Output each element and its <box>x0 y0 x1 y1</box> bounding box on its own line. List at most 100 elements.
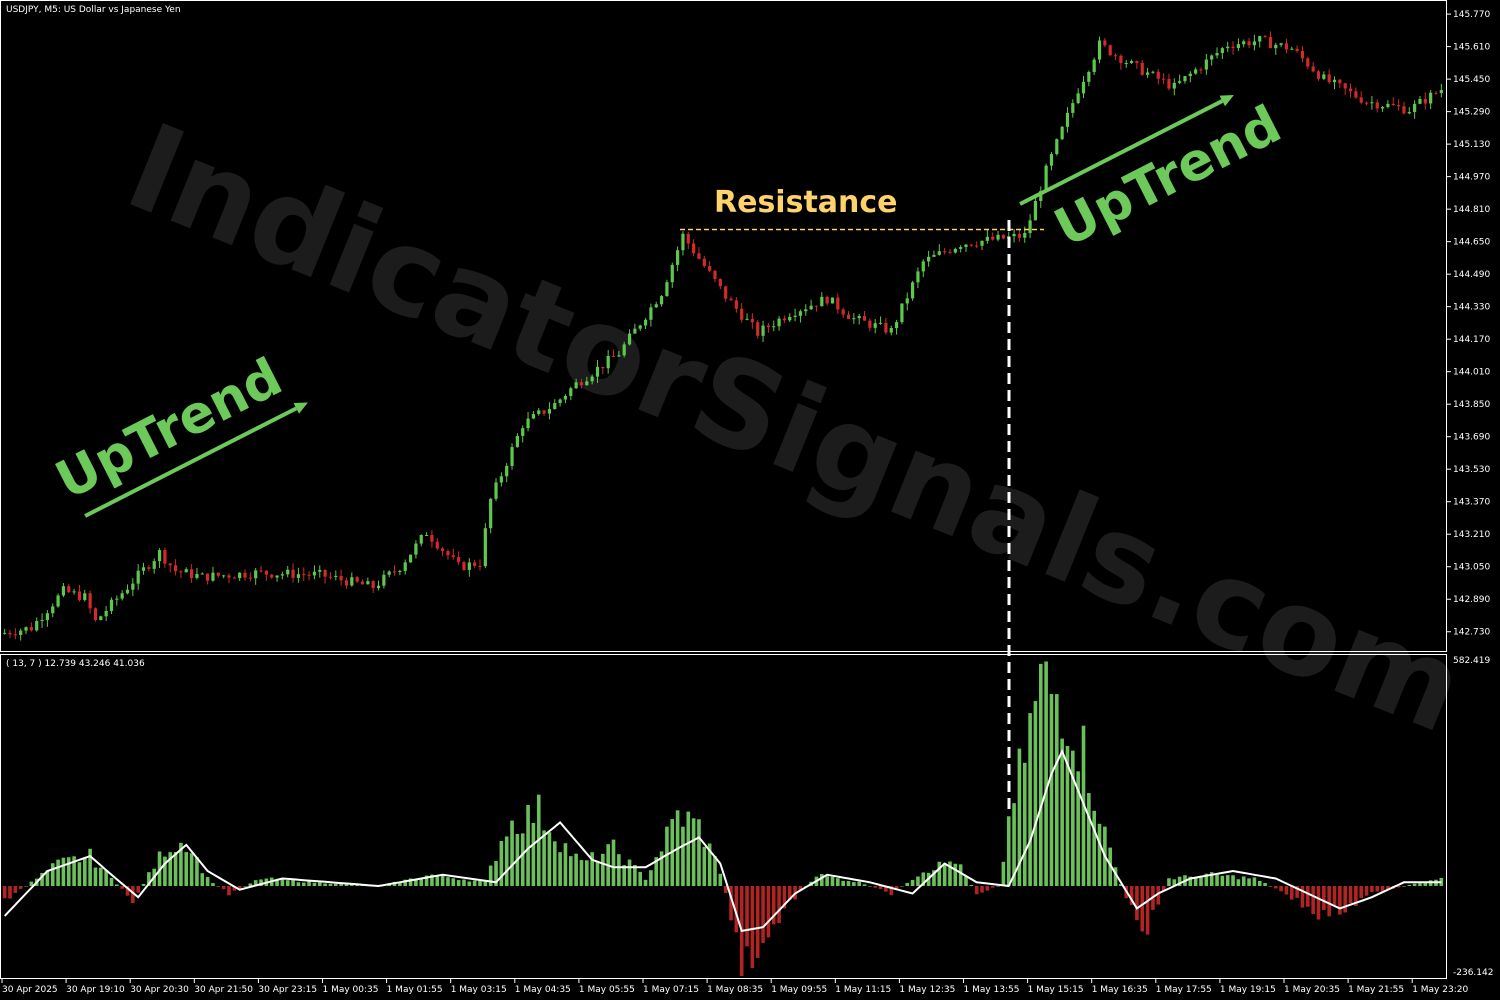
candle-body <box>344 580 349 586</box>
candle-body <box>841 309 845 315</box>
histogram-bar <box>510 820 514 886</box>
candle-body <box>750 318 754 323</box>
candle-body <box>724 286 728 299</box>
candle-body <box>1279 43 1283 45</box>
histogram-bar <box>504 836 509 886</box>
candle-body <box>574 382 578 389</box>
histogram-bar <box>905 882 910 886</box>
histogram-bar <box>884 886 888 892</box>
histogram-bar <box>1268 886 1273 887</box>
histogram-bar <box>846 881 851 886</box>
candle-body <box>254 570 258 579</box>
candle-body <box>985 236 989 241</box>
histogram-bar <box>18 886 23 889</box>
price-tick-label: 144.810 <box>1453 205 1490 215</box>
candle-body <box>1343 83 1347 89</box>
histogram-bar <box>61 857 66 886</box>
candle-body <box>227 575 231 578</box>
candle-body <box>633 328 637 334</box>
candle-body <box>131 583 135 590</box>
candle-body <box>318 569 322 572</box>
histogram-bar <box>88 848 92 886</box>
candle-body <box>553 403 557 410</box>
histogram-bar <box>173 851 178 886</box>
histogram-bar <box>761 886 765 943</box>
indicator-label: ( 13, 7 ) 12.739 43.246 41.036 <box>6 659 145 669</box>
candle-body <box>232 577 236 579</box>
candle-body <box>1418 98 1422 104</box>
chart-title: USDJPY, M5: US Dollar vs Japanese Yen <box>6 5 181 15</box>
histogram-bar <box>1145 886 1150 935</box>
histogram-bar <box>1172 879 1177 886</box>
histogram-bar <box>552 841 557 886</box>
candle-body <box>1124 62 1128 64</box>
time-tick-label: 1 May 08:35 <box>707 985 763 995</box>
candle-body <box>56 595 60 607</box>
histogram-bar <box>937 861 942 886</box>
candle-body <box>1178 81 1182 83</box>
candle-body <box>1413 103 1417 113</box>
histogram-bar <box>312 882 317 886</box>
candle-body <box>238 572 242 579</box>
candle-body <box>467 562 471 570</box>
histogram-bar <box>873 886 878 888</box>
time-tick-label: 1 May 00:35 <box>323 985 379 995</box>
histogram-bar <box>665 826 669 886</box>
histogram-bar <box>627 859 632 886</box>
resistance-label: Resistance <box>714 185 898 220</box>
histogram-bar <box>985 886 990 891</box>
histogram-bar <box>82 857 87 886</box>
histogram-bar <box>702 846 707 886</box>
candle-body <box>216 572 220 576</box>
candle-body <box>1204 59 1208 70</box>
histogram-bar <box>579 860 584 886</box>
candle-body <box>1423 98 1427 104</box>
candle-body <box>392 571 397 573</box>
histogram-bar <box>1209 872 1214 886</box>
histogram-bar <box>1273 886 1278 889</box>
candle-body <box>1252 41 1257 46</box>
histogram-bar <box>1402 886 1406 887</box>
histogram-bar <box>750 886 755 968</box>
time-tick-label: 1 May 09:55 <box>771 985 827 995</box>
candle-body <box>1327 74 1331 83</box>
candle-body <box>1017 233 1022 238</box>
candle-body <box>302 574 306 576</box>
candle-body <box>537 410 541 415</box>
candle-body <box>793 315 797 317</box>
histogram-bar <box>1252 877 1257 886</box>
histogram-bar <box>424 875 429 886</box>
candle-body <box>478 565 482 567</box>
histogram-bar <box>686 811 691 886</box>
candle-body <box>1439 90 1443 94</box>
histogram-bar <box>56 859 60 886</box>
histogram-bar <box>745 886 749 947</box>
candle-body <box>1145 72 1150 75</box>
candle-body <box>825 296 829 304</box>
candle-body <box>1119 55 1123 64</box>
candle-body <box>1033 200 1038 221</box>
candle-body <box>360 581 365 585</box>
time-tick-label: 1 May 16:35 <box>1092 985 1148 995</box>
candle-body <box>643 319 648 326</box>
candle-body <box>1386 103 1390 108</box>
candle-body <box>601 366 605 369</box>
candle-body <box>558 399 562 404</box>
histogram-bar <box>718 873 723 886</box>
histogram-bar <box>307 880 311 886</box>
candle-body <box>953 248 957 253</box>
candle-body <box>1226 46 1230 49</box>
histogram-bar <box>483 881 488 886</box>
candle-body <box>1434 92 1438 94</box>
candle-body <box>1274 44 1278 49</box>
histogram-bar <box>13 886 18 893</box>
histogram-bar <box>472 880 477 886</box>
candle-body <box>1060 126 1064 140</box>
candle-body <box>1183 76 1187 82</box>
candle-body <box>387 571 391 575</box>
candle-body <box>921 261 925 272</box>
candle-body <box>1097 40 1102 60</box>
candle-body <box>350 577 354 586</box>
candle-body <box>1210 55 1214 60</box>
histogram-bar <box>1060 738 1064 886</box>
